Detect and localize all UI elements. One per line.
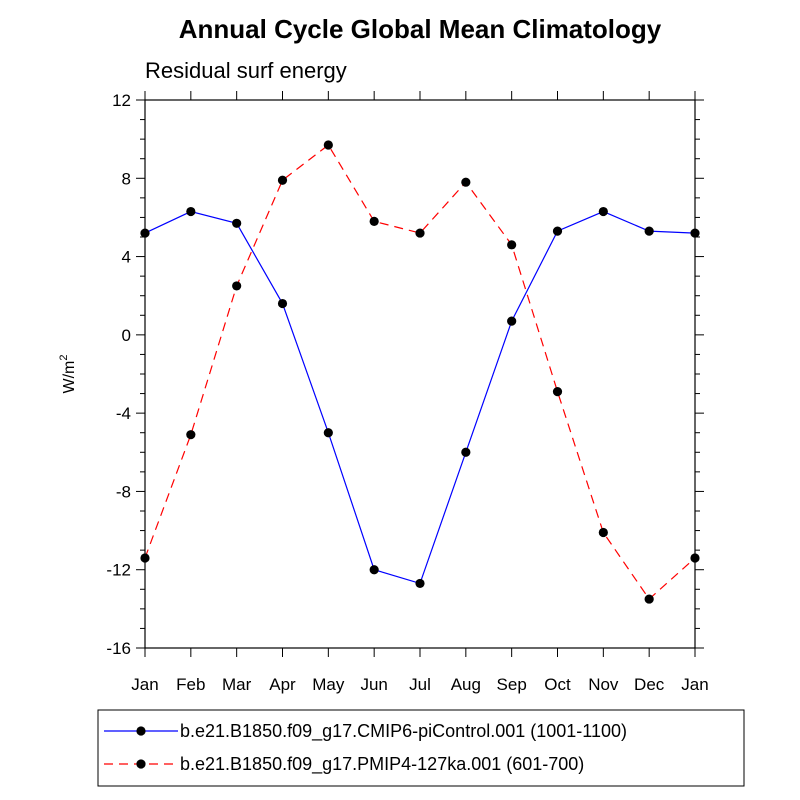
chart-subtitle: Residual surf energy [145,58,347,83]
x-tick-label: Jan [681,675,708,694]
plot-frame [144,99,696,649]
y-axis-label-text: W/m [61,361,78,394]
series-1-point [140,553,150,563]
series-0-point [186,206,196,217]
y-tick-label: 0 [122,326,131,345]
series-0-point [277,298,288,309]
x-tick-labels: Jan Feb Mar Apr May Jun Jul Aug Sep Oct Nov Dec Jan [131,675,708,694]
series-0-point [644,226,654,236]
series-1-point [232,281,242,291]
chart-title: Annual Cycle Global Mean Climatology [179,14,662,44]
legend-marker-0 [136,726,146,736]
y-tick-label: 4 [122,248,131,267]
y-tick-label: -16 [106,639,131,658]
legend-entry-1: b.e21.B1850.f09_g17.PMIP4-127ka.001 (601… [104,754,584,775]
series-1-point [461,177,471,187]
series-0-point [369,565,379,575]
series-0-point [415,578,425,589]
legend-box [97,709,745,787]
x-tick-label: Aug [451,675,481,694]
series-0-point [690,228,700,238]
legend-marker-1 [136,759,146,769]
x-tick-label: Mar [222,675,252,694]
series-1-point [186,430,196,440]
series-line-0 [144,210,696,585]
legend-entry-0: b.e21.B1850.f09_g17.CMIP6-piControl.001 … [104,721,627,742]
x-tick-label: May [312,675,345,694]
legend-label-1: b.e21.B1850.f09_g17.PMIP4-127ka.001 (601… [180,754,584,775]
x-tick-label: Jan [131,675,158,694]
x-tick-label: Jun [360,675,387,694]
series-markers [140,140,700,604]
y-tick-label: 8 [122,169,131,188]
series-1-point [507,240,517,250]
y-tick-label: -4 [116,404,131,423]
series-1-point [323,140,333,150]
series-1-point [690,553,700,563]
series-1-point [552,387,563,397]
y-axis-label-superscript: 2 [58,355,70,361]
plot-area: 12 8 4 0 -4 -8 -12 -16 Jan Feb Mar Apr May Jun Jul Aug… [106,91,709,694]
legend: b.e21.B1850.f09_g17.CMIP6-piControl.001 … [97,709,745,787]
y-tick-label: -8 [116,482,131,501]
series-0-point [140,228,150,238]
series-1-point [644,594,654,604]
series-1-point [415,228,425,238]
legend-label-0: b.e21.B1850.f09_g17.CMIP6-piControl.001 … [180,721,627,742]
series-0-point [232,218,242,228]
x-tick-label: Oct [544,675,571,694]
x-tick-label: Jul [409,675,431,694]
x-tick-label: Feb [176,675,205,694]
major-ticks [136,91,704,657]
y-tick-label: 12 [112,91,131,110]
series-0-point [507,316,517,326]
x-tick-label: Sep [497,675,527,694]
series-0-point [598,206,608,217]
x-tick-label: Dec [634,675,665,694]
y-axis-label: W/m2 [58,355,78,394]
series-0-point [323,428,333,438]
y-tick-labels: 12 8 4 0 -4 -8 -12 -16 [106,91,131,658]
series-line-1 [144,144,696,600]
y-tick-label: -12 [106,561,131,580]
series-1-point [277,175,288,185]
series-0-point [552,226,563,236]
minor-ticks [140,119,700,629]
series-lines [144,144,696,600]
series-1-point [598,527,608,538]
x-tick-label: Nov [588,675,619,694]
series-0-point [461,447,471,457]
x-tick-label: Apr [269,675,296,694]
series-1-point [369,216,379,226]
